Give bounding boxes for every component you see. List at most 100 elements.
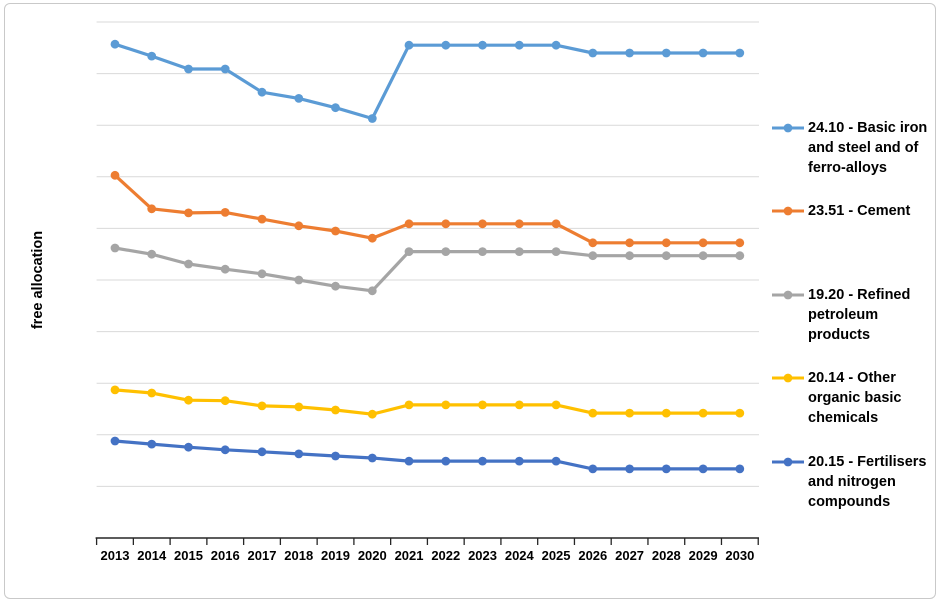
- plot-svg: 2013 2014 2015 2016 2017 2018 2019 2020 2021 2022…: [95, 21, 759, 563]
- series-24-10-marker: [551, 40, 561, 50]
- x-axis-label: 2017: [248, 548, 277, 563]
- series-20-15-marker: [220, 445, 230, 455]
- series-20-14-marker: [367, 409, 377, 419]
- series-19-20-marker: [588, 251, 598, 261]
- series-19-20-marker: [478, 247, 487, 256]
- legend-label: 20.15 - Fertilisers and nitrogen compounds: [808, 453, 927, 510]
- series-19-20-marker: [661, 251, 671, 261]
- series-20-15-marker: [551, 456, 561, 466]
- series-19-20-marker: [698, 251, 708, 261]
- series-23-51: [110, 170, 745, 248]
- series-19-20-marker: [404, 247, 414, 256]
- series-24-10-marker: [220, 64, 230, 74]
- legend-label: 24.10 - Basic iron and steel and of ferro-…: [808, 120, 928, 176]
- legend-item-series-20-15[interactable]: 20.15 - Fertilisers and nitrogen compounds: [772, 452, 927, 512]
- x-axis-label: 2019: [321, 548, 350, 563]
- legend-item-series-23-51[interactable]: 23.51 - Cement: [772, 201, 910, 221]
- series-20-14-marker: [441, 400, 451, 410]
- series-23-51-marker: [551, 219, 561, 229]
- legend-item-series-20-14[interactable]: 20.14 - Other organic basic chemicals: [772, 368, 901, 428]
- legend-label: 20.14 - Other organic basic chemicals: [808, 370, 902, 427]
- legend-line-marker-swatch: [772, 373, 804, 383]
- series-20-15-marker: [331, 451, 340, 461]
- series-20-15-marker: [147, 439, 157, 449]
- x-axis-label: 2028: [652, 548, 681, 563]
- series-24-10-marker: [110, 39, 120, 49]
- series-23-51-line: [113, 173, 742, 245]
- legend-line-marker-swatch: [772, 123, 804, 133]
- series-20-14-marker: [220, 396, 230, 406]
- series-23-51-marker: [625, 238, 634, 248]
- x-axis-label: 2024: [505, 548, 535, 563]
- x-axis-label: 2023: [468, 548, 497, 563]
- legend-label: 23.51 - Cement: [808, 203, 911, 220]
- series-23-51-marker: [257, 214, 267, 224]
- series-23-51-marker: [735, 238, 745, 248]
- x-axis-label: 2026: [578, 548, 607, 563]
- series-20-14-marker: [478, 400, 487, 410]
- series-20-15-marker: [441, 456, 451, 466]
- legend-item-series-24-10[interactable]: 24.10 - Basic iron and steel and of ferro-…: [772, 118, 927, 178]
- x-axis-label: 2013: [101, 548, 130, 563]
- series-24-10-marker: [588, 48, 598, 58]
- legend-line-marker-swatch: [772, 206, 804, 216]
- x-axis-label: 2014: [137, 548, 167, 563]
- series-24-10-marker: [294, 94, 304, 103]
- series-19-20-marker: [147, 249, 157, 259]
- series-23-51-marker: [441, 219, 451, 229]
- legend-line-marker-swatch: [772, 290, 804, 300]
- series-19-20-marker: [331, 281, 340, 291]
- series-20-14-marker: [331, 405, 340, 415]
- series-24-10-marker: [441, 40, 451, 50]
- series-20-15-line: [113, 439, 742, 471]
- series-19-20-marker: [625, 251, 634, 261]
- series-23-51-marker: [184, 208, 193, 218]
- series-20-15-marker: [661, 464, 671, 474]
- series-20-15: [110, 436, 745, 474]
- series-20-15-marker: [478, 456, 487, 466]
- series-23-51-marker: [588, 238, 598, 248]
- series-24-10-marker: [478, 40, 487, 50]
- series-20-15-marker: [514, 456, 524, 466]
- series-24-10-marker: [735, 48, 745, 58]
- series-24-10-marker: [404, 40, 414, 50]
- series-20-14: [110, 385, 745, 419]
- series-20-15-marker: [367, 453, 377, 463]
- series-24-10-marker: [367, 114, 377, 123]
- series-19-20-marker: [220, 264, 230, 274]
- series-20-15-marker: [404, 456, 414, 466]
- series-23-51-marker: [110, 170, 120, 180]
- series-24-10-marker: [514, 40, 524, 50]
- series-20-14-marker: [514, 400, 524, 410]
- series-19-20-marker: [294, 275, 304, 285]
- series-20-15-marker: [257, 447, 267, 457]
- series-23-51-marker: [331, 226, 340, 236]
- series-20-14-marker: [551, 400, 561, 410]
- series-24-10: [110, 39, 745, 123]
- series-19-20-marker: [735, 251, 745, 261]
- series-24-10-marker: [625, 48, 634, 58]
- x-axis-label: 2022: [431, 548, 460, 563]
- chart-legend: 24.10 - Basic iron and steel and of ferro-…: [772, 0, 938, 604]
- series-20-14-marker: [184, 395, 193, 405]
- x-axis-label: 2020: [358, 548, 387, 563]
- series-20-14-marker: [698, 408, 708, 418]
- series-19-20-line: [113, 246, 742, 293]
- x-axis-label: 2027: [615, 548, 644, 563]
- x-axis-label: 2030: [725, 548, 754, 563]
- x-axis-label: 2029: [689, 548, 718, 563]
- series-20-15-marker: [184, 442, 193, 452]
- series-24-10-marker: [147, 51, 157, 61]
- series-23-51-marker: [404, 219, 414, 229]
- series-20-14-marker: [625, 408, 634, 418]
- series-20-15-marker: [735, 464, 745, 474]
- series-24-10-marker: [698, 48, 708, 58]
- series-24-10-line: [113, 42, 742, 121]
- series-23-51-marker: [220, 208, 230, 217]
- series-24-10-marker: [661, 48, 671, 58]
- series-19-20-marker: [367, 286, 377, 296]
- series-24-10-marker: [257, 87, 267, 97]
- legend-item-series-19-20[interactable]: 19.20 - Refined petroleum products: [772, 285, 910, 345]
- series-20-15-marker: [294, 449, 304, 459]
